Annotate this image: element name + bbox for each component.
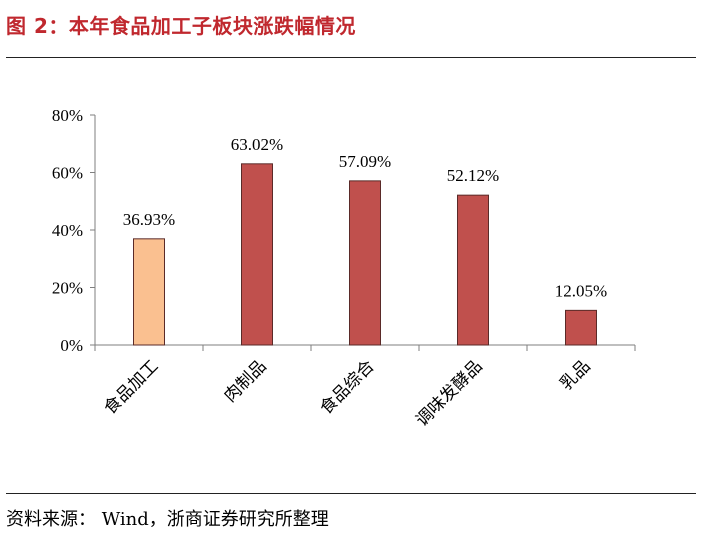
- data-label: 63.02%: [231, 135, 283, 154]
- data-label: 12.05%: [555, 281, 607, 300]
- x-tick-label: 乳品: [556, 356, 593, 393]
- y-tick-label: 20%: [52, 279, 83, 298]
- source-note: 资料来源： Wind，浙商证券研究所整理: [6, 509, 329, 530]
- y-tick-label: 80%: [52, 106, 83, 125]
- data-label: 36.93%: [123, 210, 175, 229]
- y-tick-label: 0%: [60, 336, 83, 355]
- x-tick-label: 食品加工: [100, 356, 162, 418]
- title-divider: [6, 57, 696, 58]
- x-tick-label: 食品综合: [316, 356, 378, 418]
- data-label: 57.09%: [339, 152, 391, 171]
- x-tick-label: 肉制品: [220, 356, 269, 405]
- data-label: 52.12%: [447, 166, 499, 185]
- figure-title: 图 2：本年食品加工子板块涨跌幅情况: [6, 14, 356, 38]
- bar: [133, 238, 165, 346]
- source-divider: [6, 493, 696, 494]
- y-tick-label: 60%: [52, 164, 83, 183]
- bar: [241, 163, 273, 346]
- x-tick-label: 调味发酵品: [412, 356, 486, 430]
- bar: [565, 309, 597, 346]
- bar: [349, 180, 381, 346]
- y-tick-label: 40%: [52, 221, 83, 240]
- bar: [457, 194, 489, 346]
